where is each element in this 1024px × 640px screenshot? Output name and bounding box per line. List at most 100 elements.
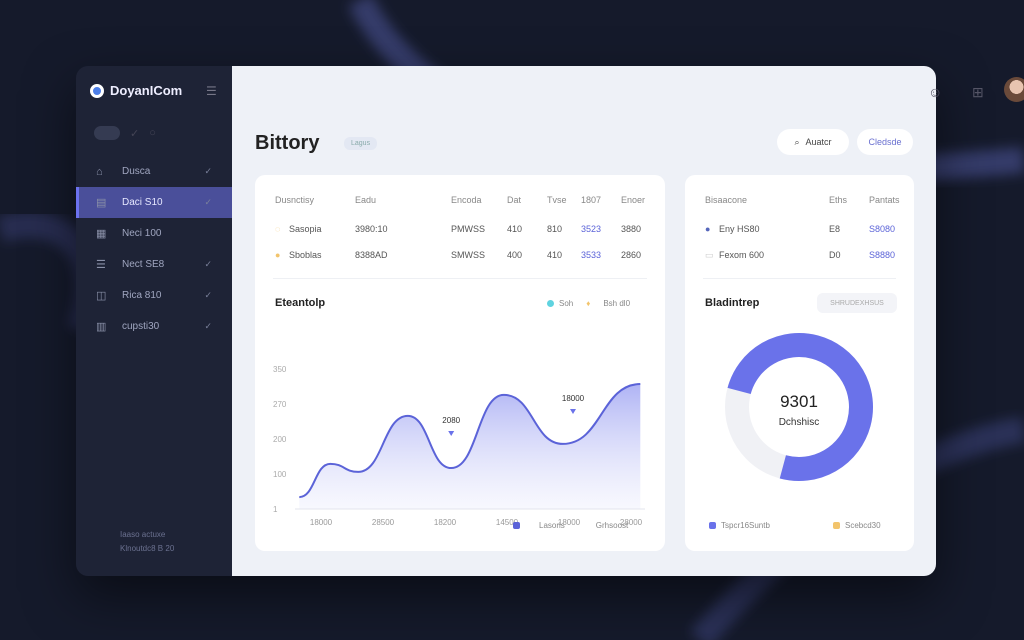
column-header: Encoda — [451, 195, 482, 205]
home-icon: ⌂ — [96, 165, 103, 178]
chevron-icon: ✓ — [204, 166, 212, 176]
legend-swatch — [709, 522, 716, 529]
donut-segment — [725, 333, 873, 482]
table-cell: 3980:10 — [355, 224, 388, 234]
app-name: DoyanICom — [110, 83, 183, 98]
column-header: Tvse — [547, 195, 567, 205]
table-cell: 410 — [507, 224, 523, 234]
search-button[interactable]: ⌕ Auatcr — [777, 129, 849, 155]
donut-value: 9301 — [780, 392, 818, 411]
grid-icon[interactable]: ⊞ — [972, 84, 984, 100]
x-tick-label: 18000 — [310, 518, 333, 525]
sidebar-item[interactable]: ▥ cupsti30 ✓ — [76, 311, 232, 342]
chevron-icon: ✓ — [204, 197, 212, 207]
main-card: Dusnctisy Eadu Encoda Dat Tvse 1807 Enoer ◌ Saso… — [255, 175, 665, 551]
table-cell: 400 — [507, 250, 523, 260]
circle-icon[interactable]: ○ — [149, 127, 156, 139]
legend-label: Grhsoost — [595, 521, 629, 530]
table-cell: D0 — [829, 250, 841, 260]
sidebar-footer: Iaaso actuxe Klnoutdc8 B 20 — [120, 528, 174, 556]
sidebar-item[interactable]: ◫ Rica 810 ✓ — [76, 280, 232, 311]
column-header: Dusnctisy — [275, 195, 315, 205]
table-cell: Sboblas — [289, 250, 322, 260]
bar-chart-icon: ▥ — [96, 321, 107, 333]
data-table: Dusnctisy Eadu Encoda Dat Tvse 1807 Enoer ◌ Saso… — [255, 175, 665, 275]
column-header: Pantats — [869, 195, 900, 205]
y-tick-label: 100 — [273, 470, 287, 479]
y-tick-label: 200 — [273, 435, 287, 444]
list-icon: ☰ — [96, 259, 106, 271]
annotation-marker — [448, 431, 455, 436]
y-tick-label: 1 — [273, 505, 278, 514]
annotation-label: 18000 — [562, 394, 585, 403]
search-label: Auatcr — [805, 137, 832, 147]
y-tick-label: 270 — [273, 400, 287, 409]
search-icon: ⌕ — [794, 136, 800, 147]
legend-label: Scebcd30 — [845, 521, 881, 530]
table-cell: 2860 — [621, 250, 642, 260]
notification-icon[interactable]: ☺ — [928, 84, 943, 100]
title-badge: Lagus — [344, 137, 378, 150]
column-header: Enoer — [621, 195, 646, 205]
legend-swatch — [547, 300, 554, 307]
brand: DoyanICom — [76, 66, 232, 98]
column-header: Eadu — [355, 195, 377, 205]
x-tick-label: 28500 — [372, 518, 395, 525]
table-cell: 3523 — [581, 224, 602, 234]
sidebar-item-label: Daci S10 — [122, 197, 163, 208]
wallet-icon: ▭ — [705, 250, 714, 260]
legend-label: Tspcr16Suntb — [721, 521, 770, 530]
coin-icon: ◌ — [275, 224, 281, 234]
sidebar-item[interactable]: ☰ Nect SE8 ✓ — [76, 249, 232, 280]
calendar-icon: ▤ — [96, 197, 107, 209]
column-header: Dat — [507, 195, 522, 205]
sidebar-item-label: Neci 100 — [122, 228, 162, 239]
main-content: ☺ ⊞ ☰ Bittory Lagus ⌕Auatcr Cledsde Dusn… — [232, 66, 1024, 576]
legend-label: Bsh dl0 — [603, 299, 631, 308]
donut-legend: Scebcd30 — [833, 521, 881, 530]
donut-legend: Tspcr16Suntb — [709, 521, 770, 530]
sidebar-item-label: Rica 810 — [122, 290, 162, 301]
page-title: Bittory — [255, 132, 320, 154]
action-button[interactable]: Cledsde — [857, 129, 913, 155]
profile-avatar[interactable] — [94, 126, 120, 140]
x-tick-label: 28000 — [620, 518, 643, 525]
sidebar-item[interactable]: ▤ Daci S10 ✓ — [76, 187, 232, 218]
sidebar: DoyanICom ☰ ✓ ○ ⌂ Dusca ✓ ▤ Daci S10 ✓ ▦ Neci 10… — [76, 66, 232, 576]
chart-box-icon: ◫ — [96, 290, 107, 302]
document-icon: ▦ — [96, 228, 107, 240]
sidebar-item-label: Nect SE8 — [122, 259, 165, 270]
chevron-icon: ✓ — [204, 290, 212, 300]
profile-row: ✓ ○ — [94, 126, 156, 140]
table-cell: S8080 — [869, 224, 896, 234]
table-cell: 410 — [547, 250, 563, 260]
column-header: Eths — [829, 195, 848, 205]
table-cell: 3533 — [581, 250, 602, 260]
side-card: Bisaacone Eths Pantats ● Eny HS80 E8 S8080 ▭ Fex… — [685, 175, 914, 551]
sidebar-item[interactable]: ▦ Neci 100 — [76, 218, 232, 249]
area-chart: 350 270 200 100 1 18000 28500 18200 14500 18000 28… — [273, 365, 645, 525]
footer-line: Klnoutdc8 B 20 — [120, 544, 175, 553]
coin-icon: ● — [275, 250, 281, 260]
legend-label: Lasorls — [539, 521, 565, 530]
annotation-label: 2080 — [442, 416, 460, 425]
chart-legend-top: Soh ♦ Bsh dl0 — [547, 299, 630, 308]
area-fill — [299, 384, 641, 509]
chart-legend-bottom: Lasorls Grhsoost — [513, 521, 628, 530]
menu-icon[interactable]: ☰ — [206, 84, 217, 98]
divider — [703, 278, 896, 279]
chevron-icon: ✓ — [204, 259, 212, 269]
table-cell: 810 — [547, 224, 563, 234]
avatar[interactable] — [1004, 77, 1024, 102]
x-tick-label: 18000 — [558, 518, 581, 525]
chevron-icon: ✓ — [204, 321, 212, 331]
filter-dropdown[interactable]: SHRUDEXHSUS — [817, 293, 897, 313]
donut-chart: 9301 Dchshisc — [725, 333, 873, 482]
sidebar-item[interactable]: ⌂ Dusca ✓ — [76, 156, 232, 187]
table-cell: Sasopia — [289, 224, 322, 234]
chart-title: Eteantolp — [275, 297, 326, 309]
divider — [273, 278, 647, 279]
app-window: DoyanICom ☰ ✓ ○ ⌂ Dusca ✓ ▤ Daci S10 ✓ ▦ Neci 10… — [76, 66, 1024, 576]
column-header: Bisaacone — [705, 195, 748, 205]
legend-swatch — [833, 522, 840, 529]
